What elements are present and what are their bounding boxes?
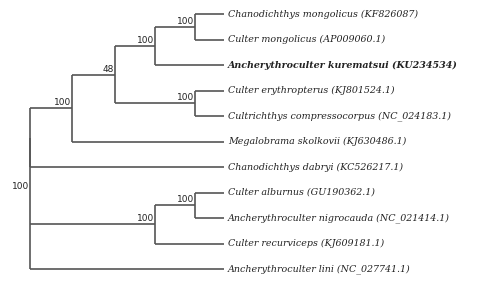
Text: 100: 100: [177, 195, 194, 204]
Text: Culter erythropterus (KJ801524.1): Culter erythropterus (KJ801524.1): [228, 86, 394, 95]
Text: Culter recurviceps (KJ609181.1): Culter recurviceps (KJ609181.1): [228, 239, 384, 248]
Text: 100: 100: [177, 17, 194, 26]
Text: 100: 100: [54, 98, 71, 107]
Text: 100: 100: [12, 182, 29, 191]
Text: 48: 48: [102, 65, 114, 74]
Text: Ancherythroculter lini (NC_027741.1): Ancherythroculter lini (NC_027741.1): [228, 264, 411, 274]
Text: Cultrichthys compressocorpus (NC_024183.1): Cultrichthys compressocorpus (NC_024183.…: [228, 111, 451, 121]
Text: Ancherythroculter kurematsui (KU234534): Ancherythroculter kurematsui (KU234534): [228, 60, 458, 70]
Text: Ancherythroculter nigrocauda (NC_021414.1): Ancherythroculter nigrocauda (NC_021414.…: [228, 213, 450, 223]
Text: Culter mongolicus (AP009060.1): Culter mongolicus (AP009060.1): [228, 35, 385, 44]
Text: Culter alburnus (GU190362.1): Culter alburnus (GU190362.1): [228, 188, 375, 197]
Text: 100: 100: [177, 93, 194, 102]
Text: Chanodichthys mongolicus (KF826087): Chanodichthys mongolicus (KF826087): [228, 10, 418, 18]
Text: 100: 100: [137, 36, 154, 45]
Text: Megalobrama skolkovii (KJ630486.1): Megalobrama skolkovii (KJ630486.1): [228, 137, 406, 146]
Text: 100: 100: [137, 214, 154, 223]
Text: Chanodichthys dabryi (KC526217.1): Chanodichthys dabryi (KC526217.1): [228, 162, 403, 172]
